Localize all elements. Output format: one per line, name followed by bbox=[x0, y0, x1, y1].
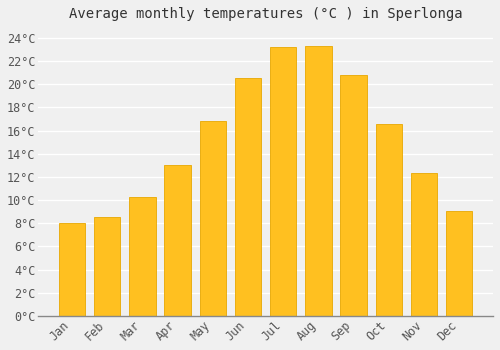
Title: Average monthly temperatures (°C ) in Sperlonga: Average monthly temperatures (°C ) in Sp… bbox=[69, 7, 462, 21]
Bar bbox=[164, 165, 191, 316]
Bar bbox=[270, 47, 296, 316]
Bar bbox=[305, 46, 332, 316]
Bar bbox=[446, 210, 472, 316]
Bar bbox=[376, 124, 402, 316]
Bar bbox=[411, 174, 437, 316]
Bar bbox=[235, 78, 261, 316]
Bar bbox=[130, 197, 156, 316]
Bar bbox=[94, 217, 120, 316]
Bar bbox=[59, 223, 86, 316]
Bar bbox=[340, 75, 367, 316]
Bar bbox=[200, 121, 226, 316]
